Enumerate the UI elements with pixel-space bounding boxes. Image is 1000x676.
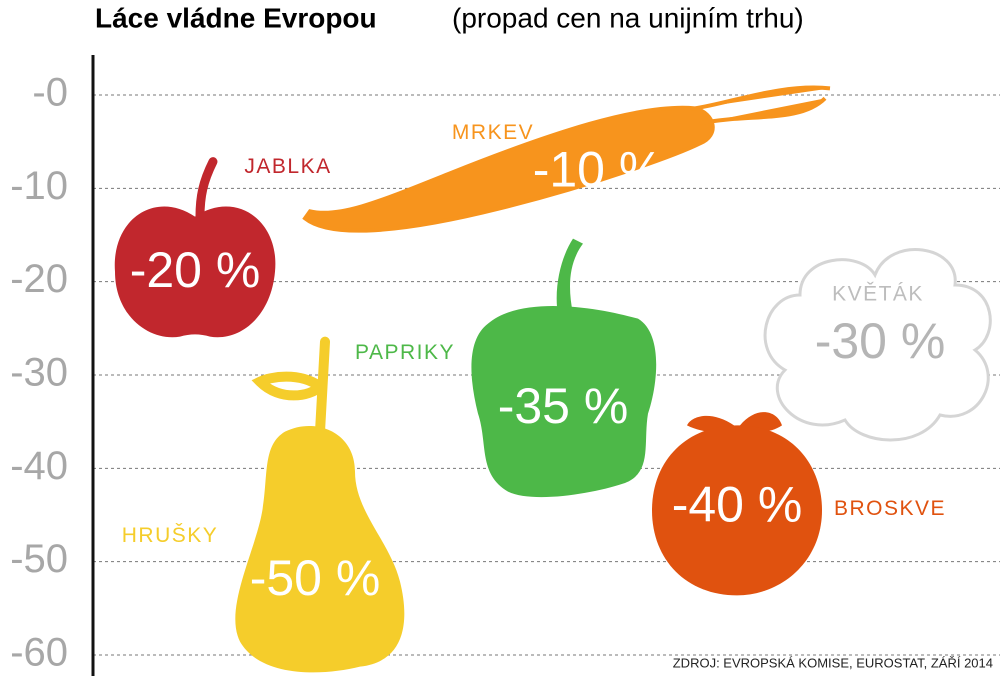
y-tick-label: -50 [10, 537, 68, 581]
category-label: PAPRIKY [355, 341, 455, 364]
y-tick-label: -30 [10, 351, 68, 395]
category-label: JABLKA [244, 155, 331, 178]
stem [195, 157, 218, 222]
stem [251, 336, 330, 437]
value-label: -40 % [672, 477, 803, 533]
y-tick-label: -20 [10, 257, 68, 301]
y-tick-label: -40 [10, 444, 68, 488]
value-label: -35 % [498, 378, 629, 434]
y-tick-label: -60 [10, 631, 68, 675]
source: ZDROJ: EVROPSKÁ KOMISE, EUROSTAT, ZÁŘÍ 2… [673, 655, 993, 670]
category-label: KVĚTÁK [832, 283, 924, 306]
value-label: -30 % [815, 313, 946, 369]
y-tick-label: -0 [32, 71, 68, 115]
value-label: -10 % [533, 142, 664, 198]
value-label: -50 % [250, 550, 381, 606]
category-label: BROSKVE [834, 497, 946, 520]
pictogram [235, 425, 405, 673]
pictogram [471, 305, 657, 498]
category-label: HRUŠKY [122, 524, 219, 547]
chart-title: Láce vládne Evropou [95, 2, 377, 33]
pictogram [114, 206, 276, 338]
y-tick-label: -10 [10, 164, 68, 208]
pictogram [302, 85, 831, 233]
stem [556, 238, 583, 316]
stem [687, 412, 782, 432]
chart-subtitle: (propad cen na unijním trhu) [452, 2, 804, 33]
category-label: MRKEV [452, 121, 534, 144]
pictogram [652, 425, 822, 596]
value-label: -20 % [130, 242, 261, 298]
pictogram [763, 248, 992, 442]
